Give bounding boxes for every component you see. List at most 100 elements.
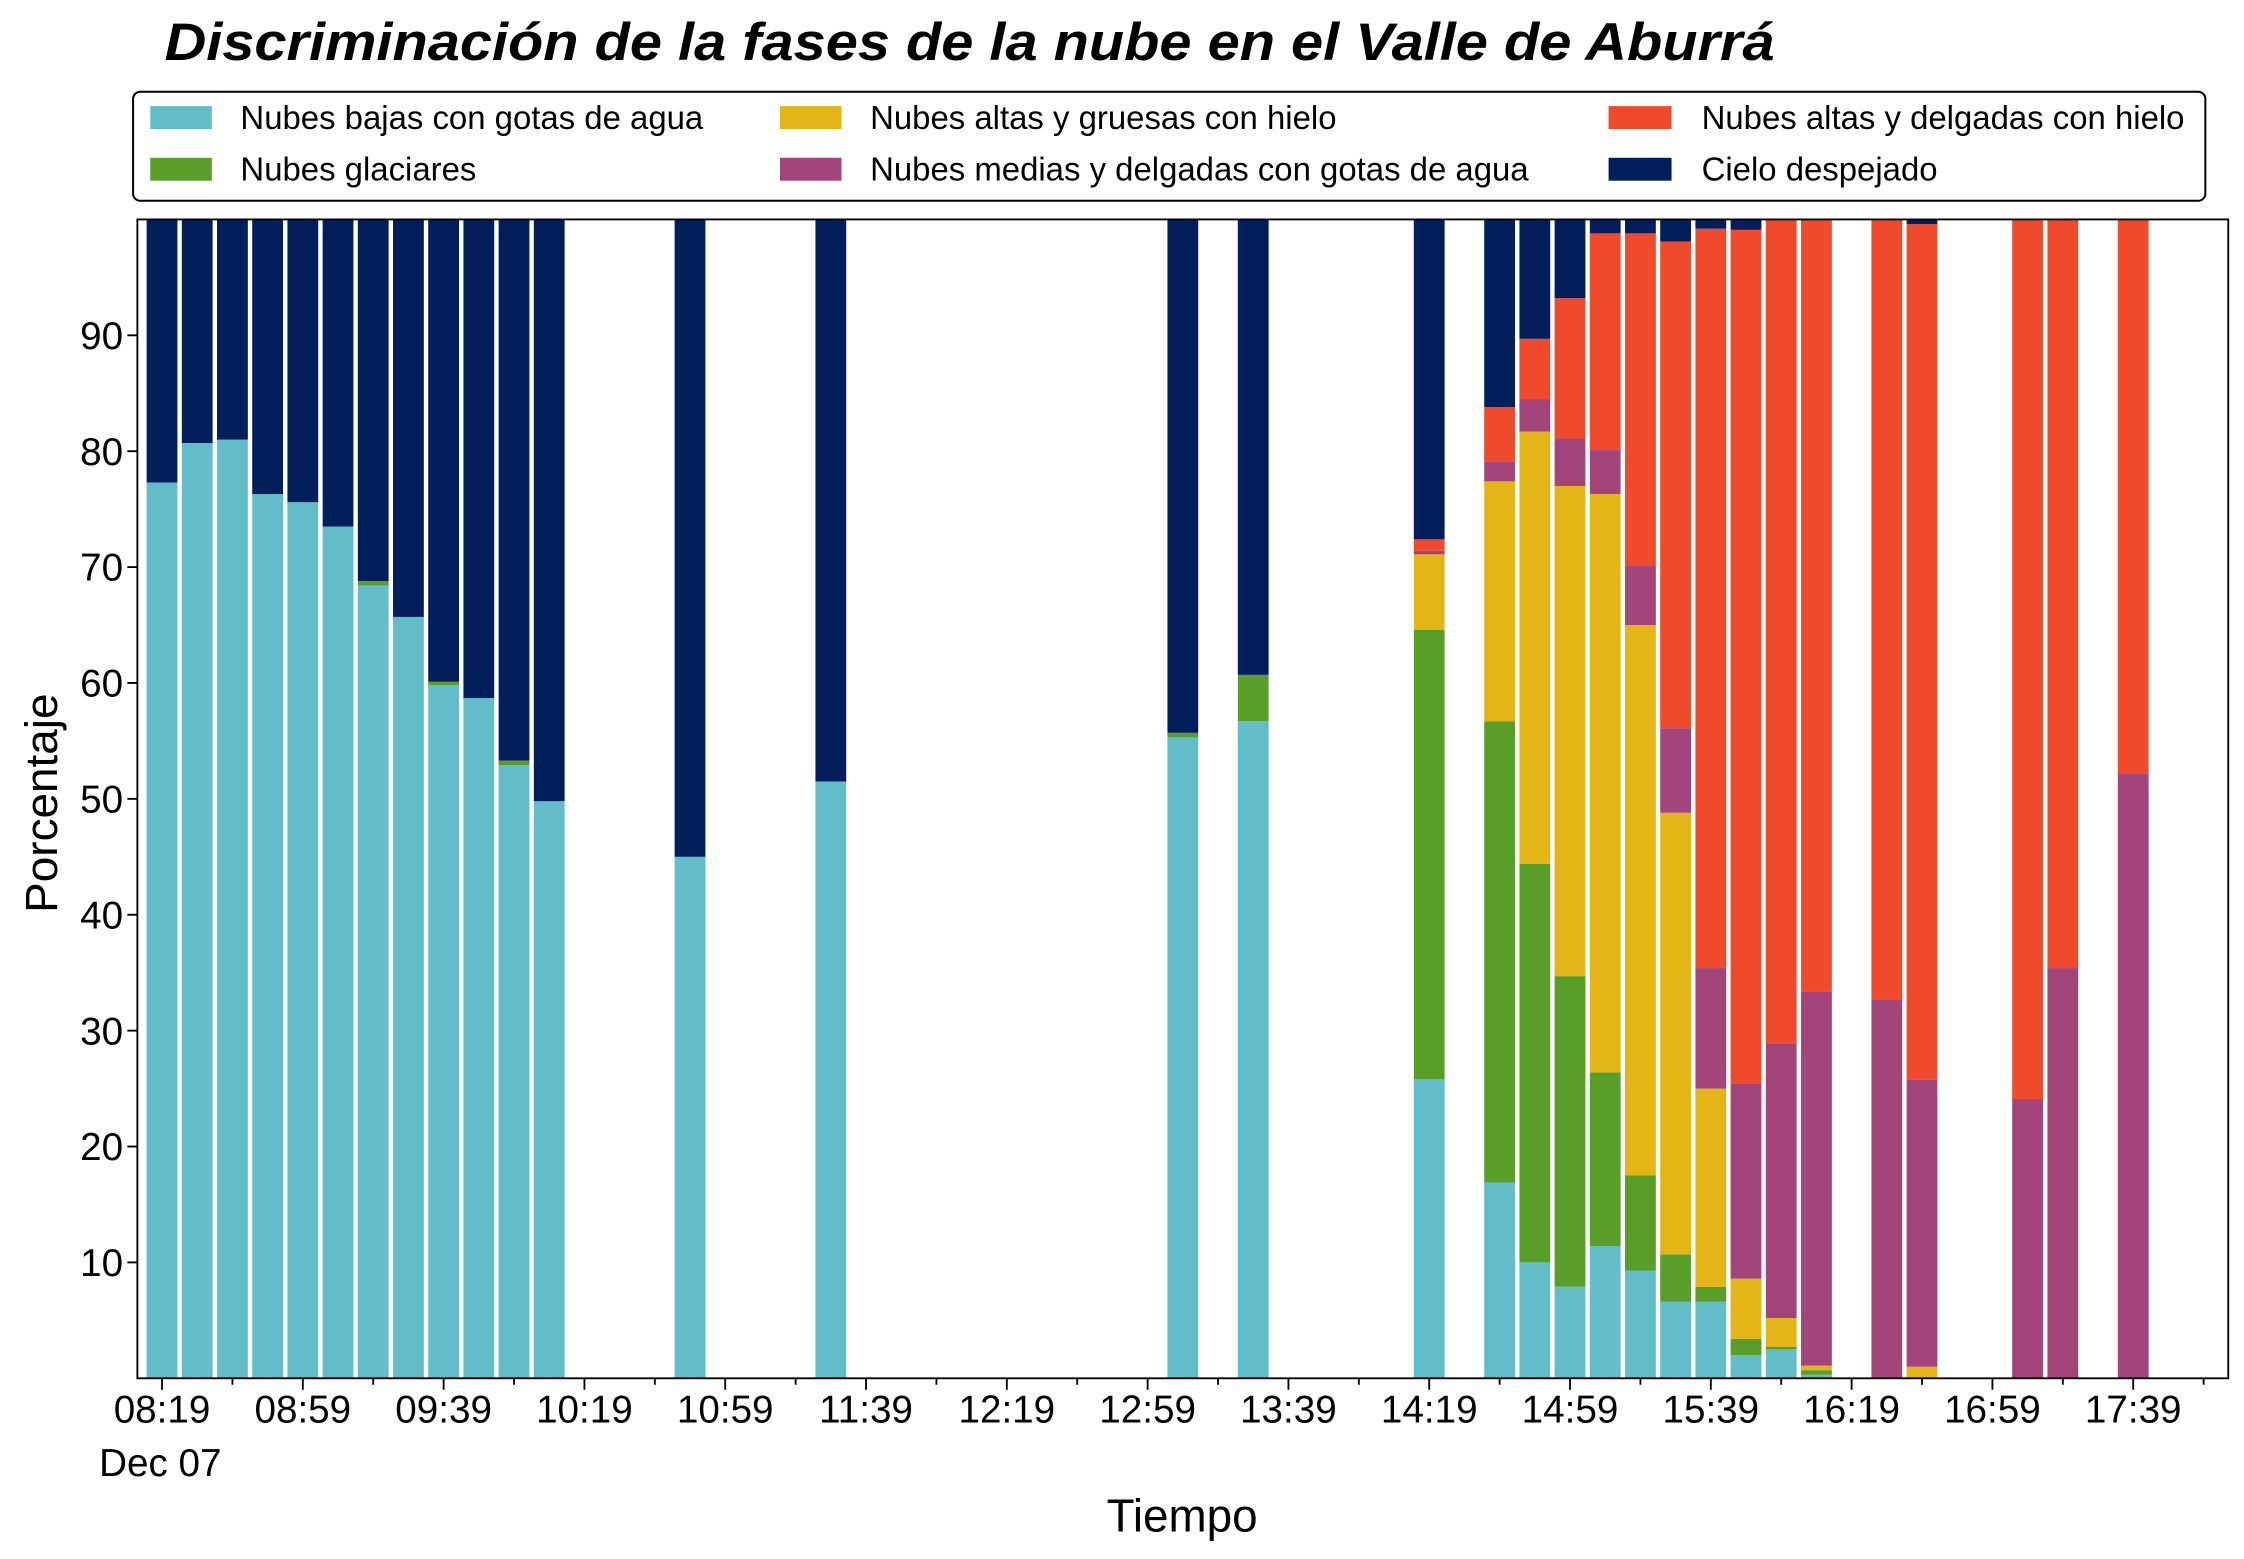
bar-segment-series-0 <box>533 801 565 1379</box>
bar-segment-series-1 <box>1519 863 1551 1263</box>
x-tick-label: 14:59 <box>1522 1389 1619 1432</box>
bar-segment-series-0 <box>1660 1301 1692 1379</box>
bar-segment-series-1 <box>357 581 389 586</box>
bar-segment-series-3 <box>1625 565 1656 626</box>
bar-segment-series-5 <box>1589 219 1621 234</box>
x-tick-label: 14:19 <box>1381 1389 1478 1432</box>
bar-segment-series-5 <box>287 219 319 503</box>
bar-segment-series-1 <box>1730 1338 1762 1356</box>
bar-segment-series-3 <box>1695 968 1727 1089</box>
bar-segment-series-2 <box>1730 1278 1762 1339</box>
x-tick-label: 08:19 <box>114 1389 211 1432</box>
y-tick-label: 60 <box>80 663 123 706</box>
bar-segment-series-2 <box>1765 1318 1797 1347</box>
bar-segment-series-2 <box>1906 1366 1938 1379</box>
bar-segment-series-0 <box>357 585 389 1379</box>
bar-segment-series-1 <box>1660 1254 1692 1302</box>
bar-segment-series-1 <box>1554 976 1586 1287</box>
bar-segment-series-3 <box>1765 1043 1797 1319</box>
bar-segment-series-3 <box>1554 438 1586 486</box>
bar-segment-series-5 <box>1167 219 1199 733</box>
bar-segment-series-0 <box>287 502 319 1379</box>
x-tick-label: 12:19 <box>958 1389 1055 1432</box>
chart-title: Discriminación de la fases de la nube en… <box>165 13 1775 72</box>
bar-segment-series-5 <box>815 219 847 782</box>
bar-segment-series-5 <box>1695 219 1727 229</box>
bar-segment-series-0 <box>322 526 354 1379</box>
bar-segment-series-4 <box>1625 233 1656 566</box>
bar-segment-series-0 <box>1730 1355 1762 1379</box>
x-tick-date-label: Dec 07 <box>99 1442 221 1485</box>
bar-segment-series-0 <box>1695 1301 1727 1379</box>
bar-segment-series-5 <box>1413 219 1445 540</box>
bar-segment-series-4 <box>2047 219 2079 969</box>
bar-segment-series-0 <box>1554 1286 1586 1379</box>
bar-segment-series-2 <box>1519 431 1551 864</box>
bar-segment-series-1 <box>1625 1175 1656 1271</box>
bar-segment-series-1 <box>1695 1286 1727 1302</box>
bar-segment-series-5 <box>1519 219 1551 339</box>
bar-segment-series-3 <box>1660 728 1692 813</box>
bar-segment-series-4 <box>1660 241 1692 729</box>
bar-segment-series-2 <box>1660 812 1692 1255</box>
bar-segment-series-3 <box>1730 1083 1762 1279</box>
legend-swatch <box>779 106 842 130</box>
bar-segment-series-5 <box>217 219 248 440</box>
x-tick-label: 08:59 <box>254 1389 351 1432</box>
legend-item-nubes-altas-delgadas: Nubes altas y delgadas con hielo <box>1608 99 2185 136</box>
bar-segment-series-4 <box>1730 229 1762 1084</box>
bar-segment-series-0 <box>1801 1374 1832 1379</box>
bar-segment-series-2 <box>1695 1088 1727 1287</box>
legend-swatch <box>150 106 212 130</box>
bar-segment-series-4 <box>1695 228 1727 969</box>
legend-item-nubes-altas-gruesas: Nubes altas y gruesas con hielo <box>779 99 1337 136</box>
bar-segment-series-4 <box>1906 224 1938 1080</box>
x-tick-label: 16:19 <box>1803 1389 1900 1432</box>
bar-segment-series-5 <box>1660 219 1692 242</box>
legend-item-nubes-medias-delgadas: Nubes medias y delgadas con gotas de agu… <box>779 151 1529 188</box>
legend-item-cielo-despejado: Cielo despejado <box>1608 151 1938 188</box>
bar-segment-series-2 <box>1801 1365 1832 1371</box>
x-axis-label: Tiempo <box>1107 1491 1258 1542</box>
x-tick-label: 09:39 <box>395 1389 492 1432</box>
y-tick-label: 40 <box>80 894 123 937</box>
bar-segment-series-0 <box>1589 1246 1621 1379</box>
bar-segment-series-3 <box>1906 1079 1938 1367</box>
bar-segment-series-3 <box>2012 1099 2044 1379</box>
y-tick-label: 30 <box>80 1010 123 1053</box>
bar-segment-series-4 <box>1519 338 1551 400</box>
legend-box <box>132 90 2207 202</box>
bar-segment-series-2 <box>1413 554 1445 630</box>
y-tick-label: 50 <box>80 778 123 821</box>
bar-segment-series-0 <box>1519 1262 1551 1379</box>
bar-segment-series-4 <box>1801 219 1832 992</box>
legend-item-nubes-glaciares: Nubes glaciares <box>150 151 476 188</box>
bar-segment-series-1 <box>1765 1346 1797 1350</box>
legend-swatch <box>150 157 212 181</box>
bar-segment-series-0 <box>463 698 495 1379</box>
bar-segment-series-4 <box>1589 233 1621 451</box>
legend-label: Nubes glaciares <box>240 151 476 188</box>
bar-segment-series-3 <box>1589 450 1621 495</box>
bar-segment-series-2 <box>1484 481 1516 722</box>
y-tick-label: 80 <box>80 431 123 474</box>
bar-segment-series-1 <box>1237 674 1269 722</box>
bar-segment-series-5 <box>428 219 460 682</box>
legend-swatch <box>1608 106 1672 130</box>
bar-segment-series-5 <box>1906 219 1938 225</box>
bar-segment-series-0 <box>498 765 530 1379</box>
bar-segment-series-1 <box>1484 721 1516 1183</box>
bar-segment-series-1 <box>1589 1072 1621 1247</box>
legend-swatch <box>1608 157 1672 181</box>
bar-segment-series-4 <box>2012 219 2044 1100</box>
legend-label: Nubes altas y delgadas con hielo <box>1702 99 2185 136</box>
bar-segment-series-0 <box>1237 721 1269 1379</box>
x-tick-label: 15:39 <box>1662 1389 1759 1432</box>
bar-segment-series-5 <box>533 219 565 802</box>
bar-segment-series-3 <box>1801 991 1832 1366</box>
bar-segment-series-0 <box>393 616 424 1379</box>
legend-swatch <box>779 157 842 181</box>
bar-segment-series-5 <box>1730 219 1762 230</box>
bar-segment-series-1 <box>1413 629 1445 1080</box>
y-tick-label: 20 <box>80 1126 123 1169</box>
